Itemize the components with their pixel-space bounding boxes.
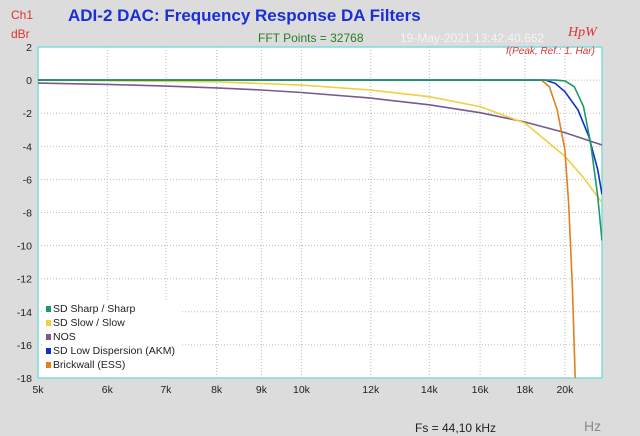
y-tick-label: -2 [23, 108, 32, 120]
x-tick-label: 9k [256, 384, 268, 396]
y-tick-label: -4 [23, 141, 32, 153]
x-tick-label: 14k [421, 384, 439, 396]
x-tick-label: 6k [102, 384, 114, 396]
peak-ref-label: f(Peak, Ref.: 1. Har) [506, 46, 595, 57]
fft-points: FFT Points = 32768 [258, 31, 364, 45]
legend-item: NOS [43, 330, 180, 344]
y-tick-label: 0 [26, 75, 32, 87]
x-tick-label: 12k [362, 384, 380, 396]
y-tick-label: -18 [17, 373, 32, 385]
legend-swatch [46, 348, 51, 354]
series-line-sd-slow-slow [38, 79, 602, 204]
y-tick-label: -6 [23, 174, 32, 186]
chart-title: ADI-2 DAC: Frequency Response DA Filters [68, 6, 421, 25]
hpw-logo: HpW [568, 25, 597, 40]
series-line-sd-sharp-sharp [38, 79, 602, 241]
legend-label: Brickwall (ESS) [53, 359, 126, 371]
legend-label: NOS [53, 331, 76, 343]
sample-rate: Fs = 44,10 kHz [415, 421, 497, 435]
legend-label: SD Low Dispersion (AKM) [53, 345, 175, 357]
legend-swatch [46, 334, 51, 340]
series-line-brickwall-ess- [38, 79, 576, 378]
y-unit-label: dBr [11, 27, 30, 41]
legend-label: SD Sharp / Sharp [53, 303, 136, 315]
y-tick-label: -12 [17, 274, 32, 286]
x-tick-label: 16k [472, 384, 490, 396]
legend-item: Brickwall (ESS) [43, 358, 180, 372]
legend-swatch [46, 362, 51, 368]
legend-swatch [46, 320, 51, 326]
legend-label: SD Slow / Slow [53, 317, 125, 329]
legend-item: SD Low Dispersion (AKM) [43, 344, 180, 358]
series-line-nos [38, 82, 602, 146]
x-tick-label: 7k [160, 384, 172, 396]
plot-border [37, 46, 603, 379]
legend-item: SD Sharp / Sharp [43, 302, 180, 316]
y-tick-label: -8 [23, 208, 32, 220]
x-unit-label: Hz [584, 418, 602, 434]
x-tick-label: 8k [211, 384, 223, 396]
x-tick-label: 18k [516, 384, 534, 396]
y-tick-label: -14 [17, 307, 32, 319]
timestamp: 19-May-2021 13:42:40.662 [400, 31, 545, 45]
legend-swatch [46, 306, 51, 312]
y-tick-label: 2 [26, 42, 32, 54]
x-tick-label: 20k [556, 384, 574, 396]
legend: SD Sharp / Sharp SD Slow / Slow NOS SD Low … [43, 302, 180, 376]
y-tick-label: -16 [17, 340, 32, 352]
legend-item: SD Slow / Slow [43, 316, 180, 330]
x-tick-label: 10k [293, 384, 311, 396]
channel-label: Ch1 [11, 8, 34, 22]
x-tick-label: 5k [32, 384, 44, 396]
y-tick-label: -10 [17, 241, 32, 253]
